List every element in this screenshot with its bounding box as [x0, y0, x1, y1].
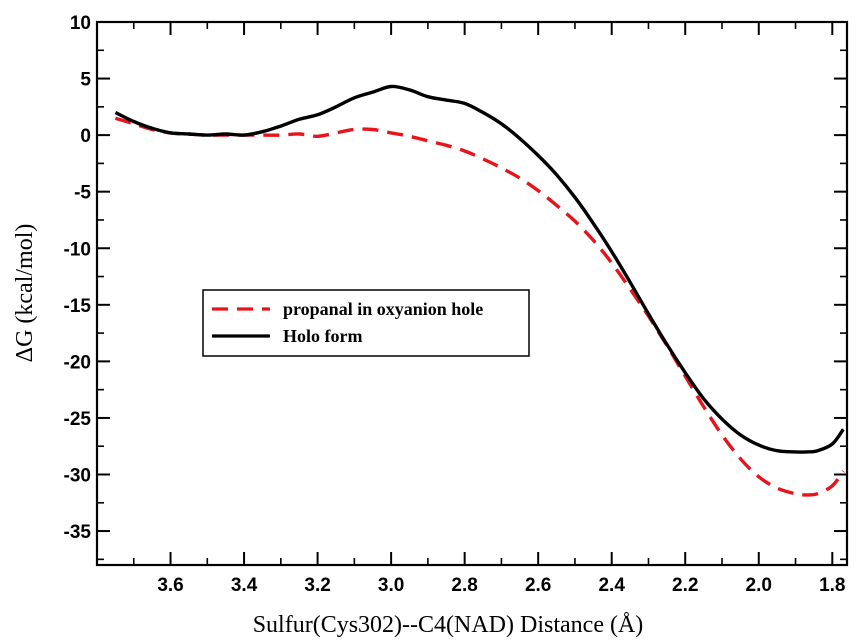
- legend: propanal in oxyanion hole Holo form: [202, 289, 530, 357]
- y-tick-label: -25: [64, 409, 92, 430]
- y-tick-label: -35: [64, 522, 92, 543]
- plot-frame: [95, 20, 849, 567]
- x-tick-label: 2.2: [672, 575, 698, 596]
- x-tick-label: 3.4: [231, 575, 258, 596]
- legend-box: [202, 289, 530, 357]
- x-tick-label: 1.8: [819, 575, 845, 596]
- tick-labels: 3.6 3.4 3.2 3.0 2.8 2.6 2.4 2.2 2.0 1.8 10 5 0 -5 -10 -…: [64, 13, 846, 596]
- y-tick-label: -20: [64, 352, 91, 373]
- y-tick-label: -30: [64, 466, 91, 487]
- series-layer: [114, 84, 845, 497]
- x-tick-label: 2.6: [525, 575, 551, 596]
- x-axis-label: Sulfur(Cys302)--C4(NAD) Distance (Å): [253, 612, 644, 638]
- y-tick-label: -15: [64, 296, 92, 317]
- x-tick-label: 3.2: [304, 575, 330, 596]
- x-tick-label: 2.0: [746, 575, 772, 596]
- x-tick-label: 3.6: [157, 575, 183, 596]
- y-tick-label: -5: [74, 183, 91, 204]
- y-tick-label: 0: [80, 126, 91, 147]
- y-axis-label: ΔG (kcal/mol): [12, 224, 38, 363]
- y-tick-label: 5: [80, 70, 91, 91]
- x-tick-label: 2.4: [598, 575, 625, 596]
- y-tick-label: -10: [64, 239, 91, 260]
- y-tick-label: 10: [70, 13, 91, 34]
- legend-label-propanal: propanal in oxyanion hole: [283, 299, 483, 319]
- x-tick-label: 3.0: [378, 575, 404, 596]
- series-line-holo: [114, 84, 845, 454]
- tick-marks: [97, 21, 847, 565]
- legend-label-holo: Holo form: [283, 326, 362, 346]
- x-tick-label: 2.8: [451, 575, 477, 596]
